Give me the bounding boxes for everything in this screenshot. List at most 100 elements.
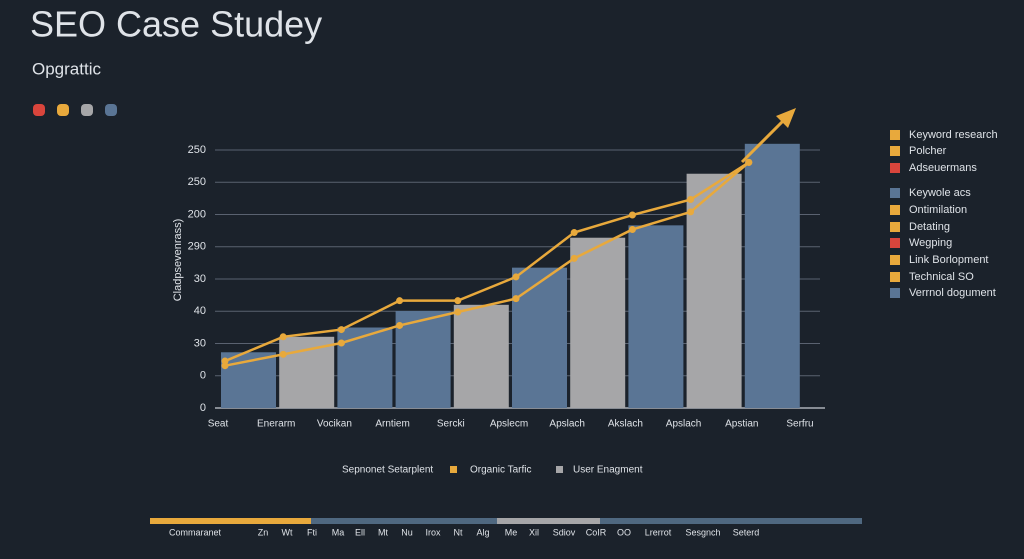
y-tick-label: 30	[194, 273, 206, 285]
line-point	[687, 208, 695, 216]
x-tick-label: Enerarm	[257, 419, 295, 430]
timeline-segment	[497, 518, 600, 524]
line	[224, 161, 750, 363]
timeline-label: Seterd	[733, 527, 760, 537]
y-tick-label: 40	[194, 305, 206, 317]
bar	[337, 327, 393, 408]
timeline-label: Sdiov	[553, 527, 576, 537]
timeline-label: Ma	[332, 527, 345, 537]
line-point	[396, 297, 404, 305]
y-tick-label: 200	[188, 208, 206, 220]
header-dot	[81, 104, 93, 116]
bar	[628, 225, 684, 408]
legend-swatch	[890, 238, 900, 248]
legend-swatch	[556, 466, 563, 473]
y-tick-label: 0	[200, 370, 206, 382]
trend-arrow	[740, 116, 788, 164]
legend-label: Adseuermans	[909, 162, 977, 174]
bar	[570, 237, 626, 408]
x-tick-label: Apslach	[666, 419, 702, 430]
line-point	[628, 211, 636, 219]
legend-swatch	[890, 163, 900, 173]
legend-swatch	[450, 466, 457, 473]
trend-arrowhead	[776, 108, 796, 128]
timeline-label: CoIR	[586, 527, 607, 537]
x-tick-label: Serfru	[786, 419, 813, 430]
y-axis-label: Cladpsevenrass)	[172, 219, 184, 302]
timeline-label: Commaranet	[169, 527, 222, 537]
legend-swatch	[890, 222, 900, 232]
line-point	[396, 321, 404, 329]
y-tick-label: 30	[194, 337, 206, 349]
legend-swatch	[890, 205, 900, 215]
timeline-label: Ell	[355, 527, 365, 537]
header-dot	[33, 104, 45, 116]
chart-subtitle: Opgrattic	[32, 59, 101, 78]
line-point	[687, 196, 695, 204]
line-point	[279, 350, 287, 358]
legend-label: Wegping	[909, 237, 952, 249]
line-point	[745, 158, 753, 166]
y-tick-label: 250	[188, 176, 206, 188]
timeline-label: Zn	[258, 527, 269, 537]
legend-label: Detating	[909, 221, 950, 233]
timeline-label: Lrerrot	[645, 527, 672, 537]
bar	[686, 173, 742, 408]
timeline-label: Fti	[307, 527, 317, 537]
timeline-segment	[150, 518, 311, 524]
line-point	[221, 362, 229, 370]
legend-swatch	[890, 288, 900, 298]
legend-label: Keywole acs	[909, 187, 971, 199]
timeline-label: Nu	[401, 527, 413, 537]
timeline-label: Nt	[454, 527, 463, 537]
x-tick-label: Apslecm	[490, 419, 528, 430]
legend-label: Polcher	[909, 145, 947, 157]
legend-label: Keyword research	[909, 129, 998, 141]
x-tick-label: Arntiem	[375, 419, 409, 430]
chart-title: SEO Case Studey	[30, 4, 322, 45]
timeline-label: Sesgnch	[685, 527, 720, 537]
bar	[744, 143, 800, 409]
bar	[279, 336, 335, 408]
x-tick-label: Akslach	[608, 419, 643, 430]
line-point	[570, 254, 578, 262]
legend-swatch	[890, 272, 900, 282]
timeline-label: Xil	[529, 527, 539, 537]
y-tick-label: 290	[188, 241, 206, 253]
timeline-label: Alg	[476, 527, 489, 537]
header-dot	[105, 104, 117, 116]
timeline-label: OO	[617, 527, 631, 537]
y-tick-label: 250	[188, 144, 206, 156]
legend-swatch	[890, 188, 900, 198]
x-tick-label: Apstian	[725, 419, 758, 430]
legend-swatch	[890, 255, 900, 265]
legend-swatch	[890, 130, 900, 140]
bar	[395, 310, 451, 408]
timeline-label: Me	[505, 527, 518, 537]
bar	[512, 267, 567, 408]
timeline-label: Wt	[282, 527, 293, 537]
x-tick-label: Apslach	[549, 419, 585, 430]
legend-label: User Enagment	[573, 465, 643, 476]
line-point	[337, 339, 345, 347]
bar	[453, 304, 509, 408]
line-point	[628, 225, 636, 233]
timeline-segment	[600, 518, 862, 524]
legend-label: Technical SO	[909, 271, 974, 283]
legend-caption: Sepnonet Setarplent	[342, 465, 433, 476]
legend-swatch	[890, 146, 900, 156]
timeline-label: Mt	[378, 527, 388, 537]
x-tick-label: Vocikan	[317, 419, 352, 430]
line-point	[337, 326, 345, 334]
legend-label: Link Borlopment	[909, 254, 989, 266]
line-point	[570, 229, 578, 237]
header-dot	[57, 104, 69, 116]
legend-label: Organic Tarfic	[470, 465, 532, 476]
line-point	[512, 295, 520, 303]
line	[224, 161, 750, 367]
legend-label: Verrnol dogument	[909, 287, 996, 299]
timeline-segment	[311, 518, 497, 524]
legend-label: Ontimilation	[909, 204, 967, 216]
line-point	[454, 308, 462, 316]
